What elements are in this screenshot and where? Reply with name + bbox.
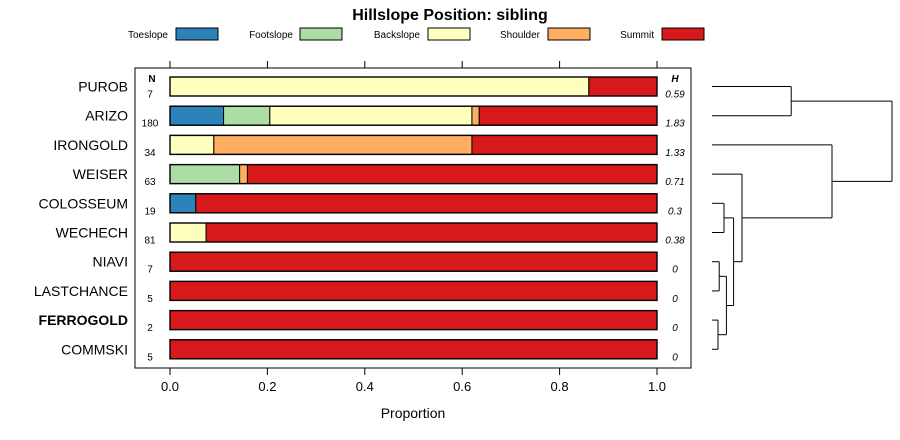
bar-segment-wechech-summit — [205, 222, 658, 243]
bar-segment-lastchance-summit — [169, 280, 658, 301]
row-niavi: NIAVI 7 0 — [92, 251, 678, 276]
row-label-niavi: NIAVI — [92, 254, 128, 270]
x-tick-label-3: 0.6 — [453, 379, 471, 394]
x-axis-label: Proportion — [381, 405, 446, 421]
row-h-arizo: 1.83 — [665, 119, 685, 130]
row-label-wechech: WECHECH — [56, 225, 128, 241]
row-label-lastchance: LASTCHANCE — [34, 283, 128, 299]
h-header: H — [671, 74, 679, 85]
bar-outline-ferrogold — [169, 309, 658, 331]
bar-segment-arizo-footslope — [223, 105, 271, 126]
row-n-lastchance: 5 — [147, 294, 153, 305]
bar-segment-irongold-summit — [471, 134, 658, 155]
bar-outline-commski — [169, 339, 658, 360]
row-colosseum: COLOSSEUM 19 0.3 — [39, 193, 682, 217]
n-header: N — [148, 74, 155, 85]
x-tick-label-5: 1.0 — [648, 379, 666, 394]
bar-outline-colosseum — [169, 193, 658, 214]
bar-segment-niavi-summit — [169, 251, 658, 272]
row-label-colosseum: COLOSSEUM — [39, 195, 128, 211]
legend-swatch-footslope — [299, 27, 343, 41]
x-tick-label-0: 0.0 — [161, 379, 179, 394]
dendrogram — [712, 86, 893, 350]
row-h-weiser: 0.71 — [665, 177, 684, 188]
x-tick-label-1: 0.2 — [258, 379, 276, 394]
row-arizo: ARIZO 180 1.83 — [85, 105, 685, 130]
row-h-colosseum: 0.3 — [668, 206, 682, 217]
legend-label-shoulder: Shoulder — [500, 30, 541, 41]
row-irongold: IRONGOLD 34 1.33 — [53, 134, 685, 159]
legend-label-footslope: Footslope — [249, 30, 293, 41]
bar-outline-niavi — [169, 251, 658, 272]
bar-segment-colosseum-toeslope — [169, 193, 197, 214]
row-weiser: WEISER 63 0.71 — [73, 163, 685, 188]
x-tick-label-4: 0.8 — [551, 379, 569, 394]
row-n-wechech: 81 — [144, 236, 156, 247]
bar-segment-weiser-footslope — [169, 164, 241, 185]
row-n-niavi: 7 — [147, 265, 153, 276]
row-commski: COMMSKI 5 0 — [61, 339, 678, 363]
bar-outline-arizo — [169, 105, 658, 126]
row-lastchance: LASTCHANCE 5 0 — [34, 280, 678, 305]
bar-outline-purob — [169, 76, 658, 97]
row-h-lastchance: 0 — [672, 294, 678, 305]
bar-segment-weiser-shoulder — [239, 164, 248, 185]
row-wechech: WECHECH 81 0.38 — [56, 222, 685, 247]
row-n-purob: 7 — [147, 90, 153, 101]
bar-segment-arizo-summit — [478, 105, 658, 126]
row-purob: PUROB 7 0.59 — [78, 76, 685, 101]
row-label-ferrogold: FERROGOLD — [39, 312, 128, 328]
row-h-commski: 0 — [672, 352, 678, 363]
legend-swatch-backslope — [427, 27, 471, 41]
bar-segment-arizo-backslope — [269, 105, 473, 126]
bar-segment-purob-backslope — [169, 76, 590, 97]
row-h-purob: 0.59 — [665, 90, 685, 101]
legend-label-toeslope: Toeslope — [128, 30, 168, 41]
legend-label-summit: Summit — [620, 30, 654, 41]
bar-segment-irongold-backslope — [169, 134, 215, 155]
bar-segment-weiser-summit — [246, 164, 658, 185]
bar-outline-weiser — [169, 163, 658, 185]
bar-outline-lastchance — [169, 280, 658, 302]
x-tick-label-2: 0.4 — [356, 379, 374, 394]
plot-panel — [134, 67, 692, 369]
row-n-commski: 5 — [147, 352, 153, 363]
row-n-irongold: 34 — [144, 148, 156, 159]
row-h-ferrogold: 0 — [672, 323, 678, 334]
legend: Toeslope Footslope Backslope Shoulder Summit — [128, 27, 705, 41]
row-h-irongold: 1.33 — [665, 148, 685, 159]
row-label-purob: PUROB — [78, 79, 128, 95]
row-label-weiser: WEISER — [73, 166, 128, 182]
row-label-irongold: IRONGOLD — [53, 137, 128, 153]
bar-segment-commski-summit — [169, 339, 658, 360]
row-h-niavi: 0 — [672, 265, 678, 276]
row-n-arizo: 180 — [142, 119, 159, 130]
legend-swatch-summit — [661, 27, 705, 41]
legend-swatch-toeslope — [175, 27, 219, 41]
legend-label-backslope: Backslope — [374, 30, 421, 41]
bar-segment-purob-summit — [588, 76, 658, 97]
row-label-commski: COMMSKI — [61, 341, 128, 357]
row-n-weiser: 63 — [144, 177, 156, 188]
bar-segment-irongold-shoulder — [213, 134, 473, 155]
bar-outline-irongold — [169, 134, 658, 156]
bar-segment-ferrogold-summit — [169, 310, 658, 331]
bar-outline-wechech — [169, 222, 658, 243]
row-ferrogold: FERROGOLD 2 0 — [39, 309, 678, 334]
row-label-arizo: ARIZO — [85, 108, 128, 124]
bar-segment-wechech-backslope — [169, 222, 207, 243]
bar-rows: PUROB 7 0.59 ARIZO 180 1.83 IRONGOLD 34 1.33 WEIS… — [34, 76, 685, 363]
bar-segment-colosseum-summit — [195, 193, 658, 214]
row-n-colosseum: 19 — [144, 206, 156, 217]
chart-title: Hillslope Position: sibling — [352, 7, 548, 24]
bar-segment-arizo-toeslope — [169, 105, 225, 126]
bar-segment-arizo-shoulder — [471, 105, 480, 126]
x-axis: 0.0 0.2 0.4 0.6 0.8 1.0 — [161, 61, 666, 394]
row-h-wechech: 0.38 — [665, 236, 685, 247]
legend-swatch-shoulder — [547, 27, 591, 41]
row-n-ferrogold: 2 — [147, 323, 153, 334]
